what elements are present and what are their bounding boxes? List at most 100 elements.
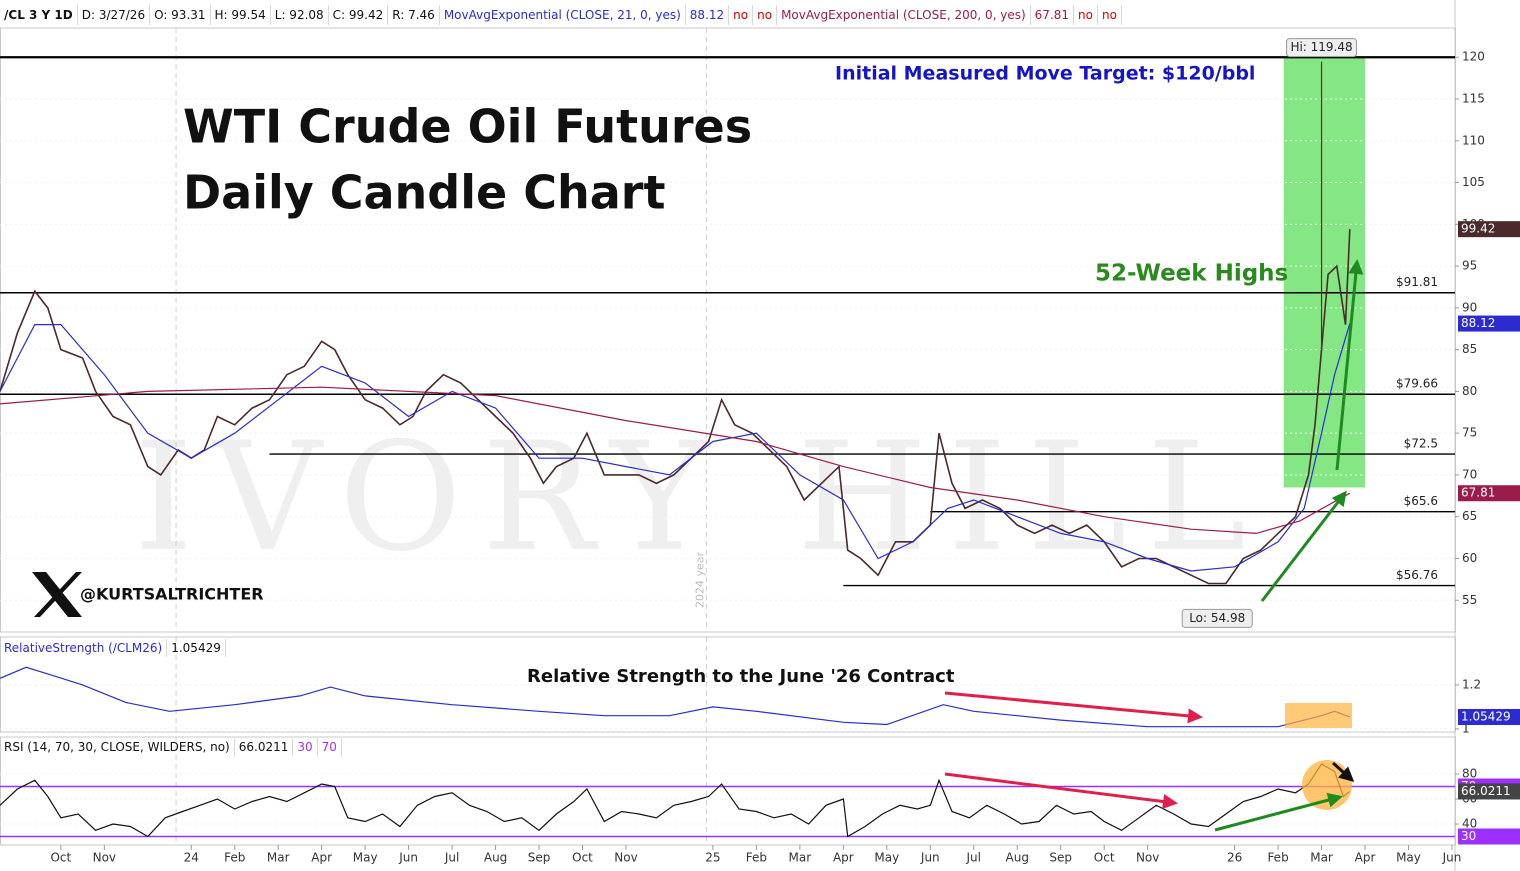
annotation: 52-Week Highs: [1095, 261, 1288, 287]
ohlc-item: L: 92.08: [271, 5, 329, 25]
handle: @KURTSALTRICHTER: [80, 585, 264, 604]
x-tick-label: May: [1396, 851, 1421, 865]
indicator-line: [0, 666, 1351, 728]
x-tick-label: Oct: [1094, 851, 1115, 865]
ohlc-item: R: 7.46: [388, 5, 440, 25]
y-tick-label: 95: [1462, 259, 1477, 273]
ohlc-item: H: 99.54: [211, 5, 271, 25]
x-tick-label: Sep: [528, 851, 551, 865]
value-badge-label: 1.05429: [1461, 709, 1511, 723]
x-tick-label: May: [353, 851, 378, 865]
y-tick-label: 120: [1462, 50, 1485, 64]
extreme-box: [1286, 38, 1358, 58]
x-logo: [32, 572, 82, 617]
indicator-line: [0, 386, 1351, 535]
chart-subtitle: Daily Candle Chart: [183, 166, 665, 220]
rs-highlight: [1285, 703, 1352, 728]
value-badge: [1458, 828, 1520, 845]
level-label: 30: [293, 738, 318, 756]
arrow: [1331, 761, 1355, 783]
x-tick-label: Nov: [614, 851, 637, 865]
y-tick-label: 1.2: [1462, 677, 1481, 691]
legend-value: 1.05429: [167, 639, 226, 657]
legend-entry: RSI (14, 70, 30, CLOSE, WILDERS, no): [0, 738, 235, 756]
indicator-line: [0, 763, 1351, 838]
legend-value: 88.12: [686, 5, 730, 25]
legend-flag: no: [1098, 5, 1122, 25]
x-tick-label: Jun: [920, 851, 940, 865]
y-tick-label: 115: [1462, 92, 1485, 106]
y-tick-label: 65: [1462, 509, 1477, 523]
y-tick-label: 80: [1462, 767, 1477, 781]
x-tick-label: Aug: [484, 851, 507, 865]
x-tick-label: Feb: [746, 851, 767, 865]
price-header: /CL 3 Y 1D D: 3/27/26 O: 93.31 H: 99.54 L: 9…: [0, 5, 1122, 25]
level-label: $56.76: [1396, 568, 1438, 582]
legend-flag: no: [1074, 5, 1098, 25]
arrow: [1260, 490, 1347, 602]
y-tick-label: 75: [1462, 426, 1477, 440]
legend-entry: RelativeStrength (/CLM26): [0, 639, 168, 657]
legend-entry: MovAvgExponential (CLOSE, 200, 0, yes): [777, 5, 1031, 25]
ohlc-item: O: 93.31: [150, 5, 211, 25]
rs-header: RelativeStrength (/CLM26) 1.05429: [0, 639, 226, 657]
x-tick-label: Mar: [1310, 851, 1333, 865]
value-badge-label: 30: [1461, 829, 1476, 843]
indicator-line: [0, 323, 1351, 572]
x-tick-label: Mar: [267, 851, 290, 865]
level-label: 70: [318, 738, 342, 756]
x-tick-label: Apr: [311, 851, 332, 865]
y-tick-label: 40: [1462, 817, 1477, 831]
arrow: [1214, 792, 1343, 832]
x-tick-label: 26: [1227, 851, 1242, 865]
value-badge-label: 67.81: [1461, 486, 1495, 500]
x-tick-label: Mar: [789, 851, 812, 865]
level-label: $72.5: [1404, 437, 1438, 451]
x-tick-label: Nov: [93, 851, 116, 865]
x-tick-label: 24: [184, 851, 199, 865]
legend-flag: no: [729, 5, 754, 25]
extreme-label: Hi: 119.48: [1290, 40, 1352, 54]
x-tick-label: Feb: [224, 851, 245, 865]
rsi-header: RSI (14, 70, 30, CLOSE, WILDERS, no) 66.0…: [0, 738, 342, 756]
x-tick-label: Oct: [50, 851, 71, 865]
y-tick-label: 110: [1462, 133, 1485, 147]
value-badge-label: 66.0211: [1461, 784, 1511, 798]
legend-value: 67.81: [1031, 5, 1075, 25]
chart-title: WTI Crude Oil Futures: [183, 100, 752, 154]
ohlc-item: D: 3/27/26: [78, 5, 151, 25]
x-tick-label: 25: [705, 851, 720, 865]
x-tick-label: Aug: [1006, 851, 1029, 865]
rsi-highlight: [1302, 760, 1352, 810]
arrow: [1335, 259, 1364, 471]
value-badge: [1458, 708, 1520, 725]
ohlc-item: C: 99.42: [329, 5, 389, 25]
legend-flag: no: [753, 5, 778, 25]
y-tick-label: 55: [1462, 593, 1477, 607]
y-tick-label: 70: [1462, 467, 1477, 481]
y-tick-label: 85: [1462, 342, 1477, 356]
x-tick-label: Jun: [398, 851, 418, 865]
level-label: $91.81: [1396, 275, 1438, 289]
x-tick-label: Apr: [1355, 851, 1376, 865]
value-badge: [1458, 315, 1520, 332]
x-tick-label: May: [874, 851, 899, 865]
value-badge: [1458, 221, 1520, 238]
y-tick-label: 1: [1462, 721, 1470, 735]
x-tick-label: Feb: [1267, 851, 1288, 865]
x-tick-label: Oct: [572, 851, 593, 865]
annotation: Initial Measured Move Target: $120/bbl: [835, 63, 1255, 85]
watermark: IVORY HILL: [134, 411, 1266, 585]
price-line: [0, 229, 1351, 585]
symbol: /CL 3 Y 1D: [0, 5, 78, 25]
x-tick-label: Nov: [1136, 851, 1159, 865]
level-label: $65.6: [1404, 494, 1438, 508]
y-tick-label: 80: [1462, 384, 1477, 398]
value-badge: [1458, 485, 1520, 502]
legend-entry: MovAvgExponential (CLOSE, 21, 0, yes): [440, 5, 686, 25]
level-label: $79.66: [1396, 377, 1438, 391]
x-tick-label: Apr: [833, 851, 854, 865]
x-tick-label: Jul: [966, 851, 981, 865]
